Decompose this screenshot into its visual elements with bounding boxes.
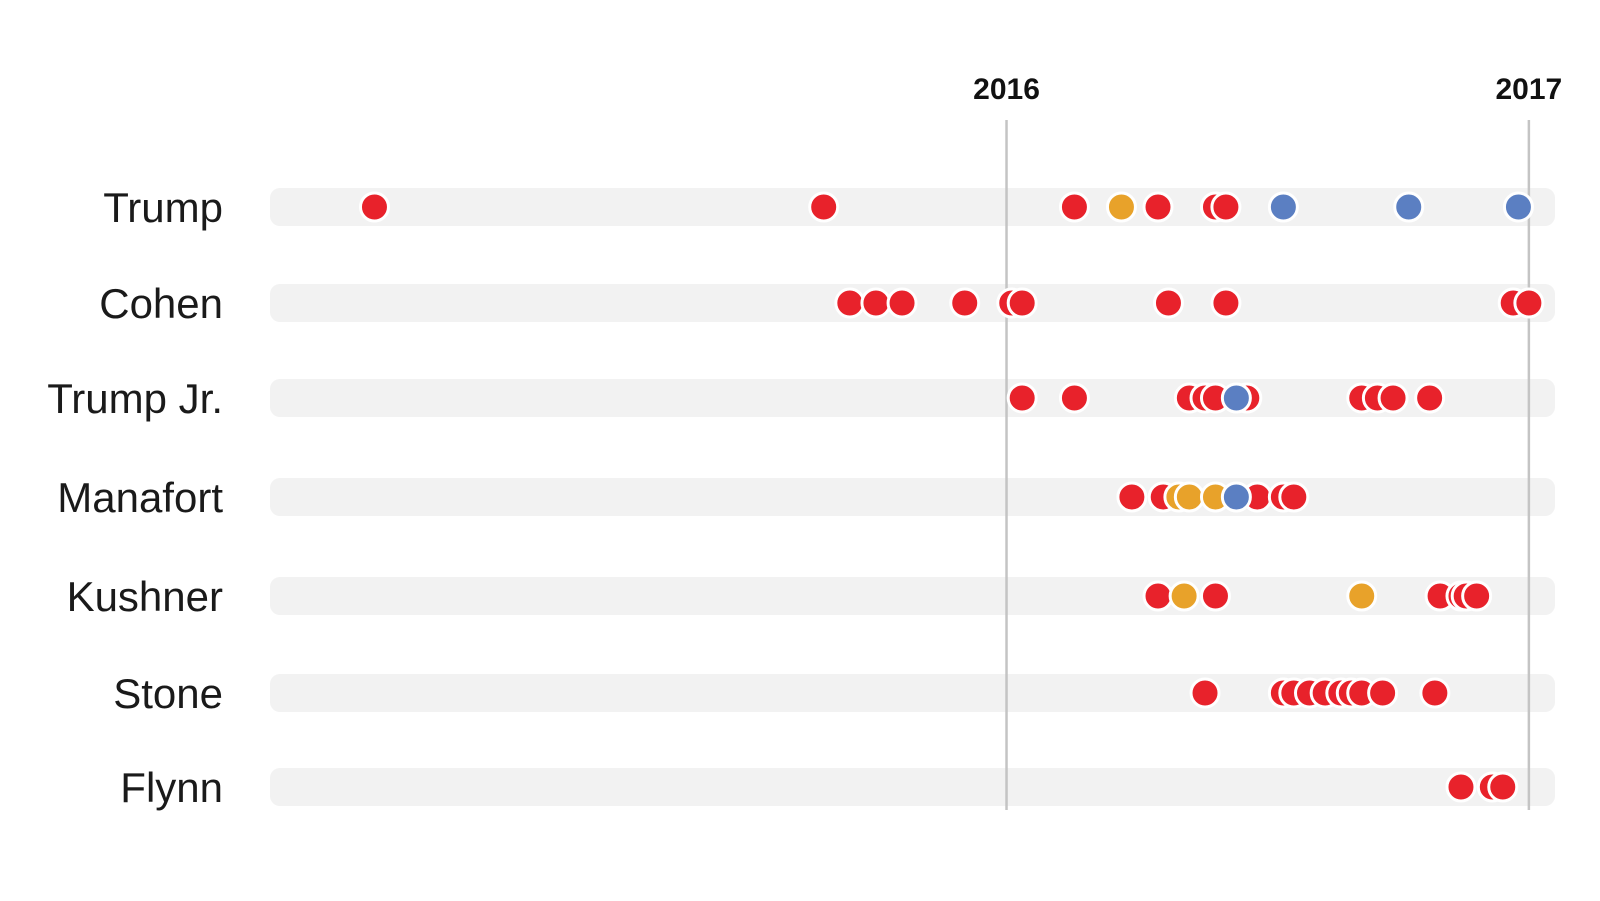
dot-trump-jr-2[interactable] bbox=[1058, 382, 1090, 414]
dot-trump-10[interactable] bbox=[1502, 191, 1534, 223]
dot-trump-4[interactable] bbox=[1105, 191, 1137, 223]
dot-kushner-2[interactable] bbox=[1168, 580, 1200, 612]
dot-trump-2[interactable] bbox=[808, 191, 840, 223]
year-labels: 2016 2017 bbox=[973, 73, 1562, 106]
dot-stone-10[interactable] bbox=[1419, 677, 1451, 709]
dot-kushner-3[interactable] bbox=[1199, 580, 1231, 612]
row-label-stone: Stone bbox=[113, 670, 223, 717]
dot-trump-9[interactable] bbox=[1393, 191, 1425, 223]
dot-trump-7[interactable] bbox=[1210, 191, 1242, 223]
track-manafort bbox=[270, 478, 1555, 516]
dot-kushner-8[interactable] bbox=[1461, 580, 1493, 612]
row-label-cohen: Cohen bbox=[99, 280, 223, 327]
row-tracks bbox=[270, 188, 1555, 806]
dot-trump-3[interactable] bbox=[1058, 191, 1090, 223]
dot-cohen-4[interactable] bbox=[949, 287, 981, 319]
row-label-kushner: Kushner bbox=[67, 573, 223, 620]
dot-trump-jr-7[interactable] bbox=[1220, 382, 1252, 414]
dot-manafort-9[interactable] bbox=[1278, 481, 1310, 513]
dot-cohen-8[interactable] bbox=[1210, 287, 1242, 319]
dot-cohen-6[interactable] bbox=[1006, 287, 1038, 319]
dot-trump-8[interactable] bbox=[1267, 191, 1299, 223]
dot-cohen-3[interactable] bbox=[886, 287, 918, 319]
event-dots bbox=[358, 191, 1545, 803]
dot-stone-1[interactable] bbox=[1189, 677, 1221, 709]
dot-cohen-2[interactable] bbox=[860, 287, 892, 319]
track-kushner bbox=[270, 577, 1555, 615]
row-label-manafort: Manafort bbox=[57, 474, 223, 521]
dot-flynn-3[interactable] bbox=[1487, 771, 1519, 803]
year-label-2017: 2017 bbox=[1496, 73, 1563, 106]
dot-kushner-1[interactable] bbox=[1142, 580, 1174, 612]
dot-stone-9[interactable] bbox=[1367, 677, 1399, 709]
year-gridlines bbox=[1005, 120, 1531, 810]
dot-trump-5[interactable] bbox=[1142, 191, 1174, 223]
dot-trump-1[interactable] bbox=[358, 191, 390, 223]
dot-flynn-1[interactable] bbox=[1445, 771, 1477, 803]
dot-manafort-4[interactable] bbox=[1173, 481, 1205, 513]
dot-manafort-7[interactable] bbox=[1220, 481, 1252, 513]
row-label-trump: Trump bbox=[103, 184, 223, 231]
dot-manafort-1[interactable] bbox=[1116, 481, 1148, 513]
dot-kushner-4[interactable] bbox=[1346, 580, 1378, 612]
year-label-2016: 2016 bbox=[973, 73, 1040, 106]
dot-cohen-7[interactable] bbox=[1152, 287, 1184, 319]
row-labels: Trump Cohen Trump Jr. Manafort Kushner Stone F… bbox=[47, 184, 223, 811]
track-flynn bbox=[270, 768, 1555, 806]
dot-trump-jr-11[interactable] bbox=[1414, 382, 1446, 414]
row-label-flynn: Flynn bbox=[120, 764, 223, 811]
dot-cohen-10[interactable] bbox=[1513, 287, 1545, 319]
row-label-trump-jr: Trump Jr. bbox=[47, 375, 223, 422]
track-trump bbox=[270, 188, 1555, 226]
dot-trump-jr-10[interactable] bbox=[1377, 382, 1409, 414]
dot-cohen-1[interactable] bbox=[834, 287, 866, 319]
track-stone bbox=[270, 674, 1555, 712]
dot-trump-jr-1[interactable] bbox=[1006, 382, 1038, 414]
